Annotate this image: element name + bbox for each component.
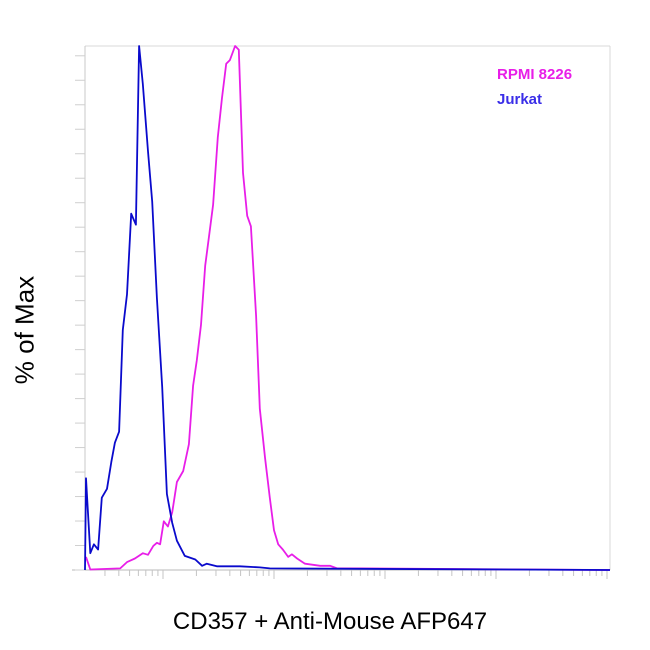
legend-item-jurkat: Jurkat: [497, 91, 543, 108]
plot-frame: [72, 45, 611, 571]
y-axis-label: % of Max: [9, 275, 40, 385]
legend-item-rpmi-8226: RPMI 8226: [497, 66, 573, 83]
series-line-jurkat: [84, 45, 611, 571]
x-axis-ticks: [104, 570, 608, 579]
series-line-rpmi-8226: [85, 45, 611, 571]
x-axis-label: CD357 + Anti-Mouse AFP647: [172, 608, 488, 635]
series-lines: [84, 45, 611, 571]
y-axis-ticks: [75, 55, 85, 571]
